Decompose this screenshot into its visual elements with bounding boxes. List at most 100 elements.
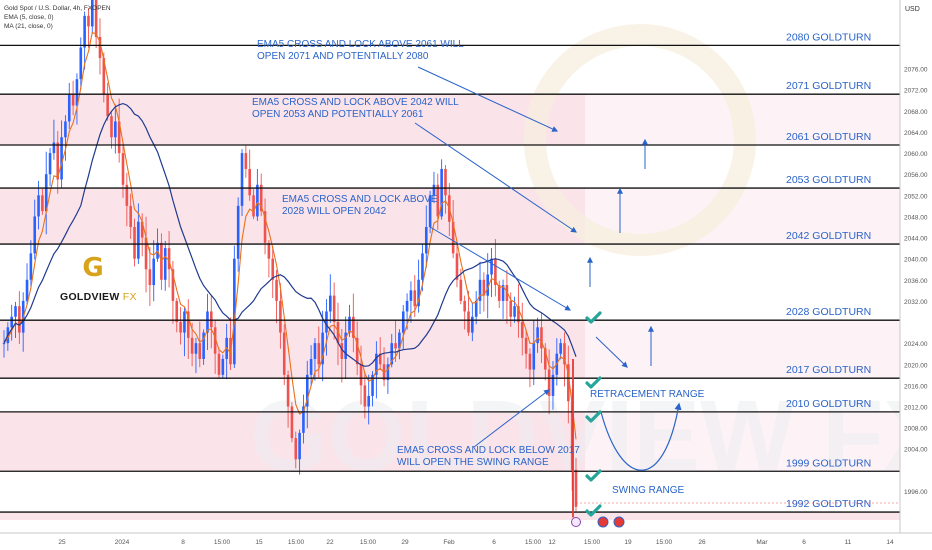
candle-body xyxy=(186,311,190,338)
candle-body xyxy=(248,168,251,196)
price-axis[interactable] xyxy=(900,0,932,550)
x-tick-label: 15:00 xyxy=(656,539,673,546)
level-label: 2061 GOLDTURN xyxy=(786,131,871,143)
candle-body xyxy=(18,306,21,333)
candle-body xyxy=(190,337,194,354)
check-icon xyxy=(585,469,602,482)
candle-body xyxy=(64,121,67,138)
x-tick-label: 6 xyxy=(492,539,496,546)
zone-band-extension xyxy=(585,411,900,472)
x-tick-label: 25 xyxy=(58,539,66,546)
candle-body xyxy=(321,332,324,365)
candle-body xyxy=(144,237,148,270)
candle-body xyxy=(329,295,332,312)
candle-body xyxy=(102,58,106,96)
candle-body xyxy=(129,205,132,228)
candle-body xyxy=(405,300,409,312)
annotation-text: OPEN 2071 AND POTENTIALLY 2080 xyxy=(257,51,429,62)
x-tick-label: 15:00 xyxy=(584,539,601,546)
candle-body xyxy=(282,332,286,375)
candle-body xyxy=(520,322,524,338)
candle-body xyxy=(152,258,156,286)
candle-body xyxy=(424,227,428,254)
candle-body xyxy=(367,395,370,407)
candle-body xyxy=(236,205,240,259)
goldview-g-logo-icon: G xyxy=(82,253,104,283)
y-tick-label: 2004.00 xyxy=(904,447,928,454)
candle-body xyxy=(275,279,278,301)
annotation-text: 2028 WILL OPEN 2042 xyxy=(282,206,387,217)
candle-body xyxy=(163,248,167,280)
candle-body xyxy=(371,374,374,396)
candle-body xyxy=(217,353,221,375)
level-label: 2071 GOLDTURN xyxy=(786,80,871,92)
level-label: 2010 GOLDTURN xyxy=(786,398,871,410)
candle-body xyxy=(302,406,305,433)
candle-body xyxy=(67,95,71,122)
y-tick-label: 2012.00 xyxy=(904,404,928,411)
annotation-text: EMA5 CROSS AND LOCK ABOVE 2042 WILL xyxy=(252,97,459,108)
level-label: 1992 GOLDTURN xyxy=(786,498,871,510)
x-tick-label: 26 xyxy=(698,539,706,546)
candle-body xyxy=(263,211,267,243)
lightning-event-icon[interactable] xyxy=(571,517,581,527)
legend-symbol[interactable]: Gold Spot / U.S. Dollar, 4h, FXOPEN xyxy=(4,5,111,12)
candle-body xyxy=(121,153,125,185)
legend-ma[interactable]: MA (21, close, 0) xyxy=(4,23,53,30)
swing-range-curve xyxy=(600,402,682,471)
annotation-arrow xyxy=(414,122,577,233)
annotation-arrow xyxy=(417,66,559,132)
y-tick-label: 2020.00 xyxy=(904,362,928,369)
annotation-text: EMA5 CROSS AND LOCK ABOVE xyxy=(282,194,438,205)
zone-band xyxy=(0,188,585,245)
time-axis[interactable] xyxy=(0,533,932,550)
candle-body xyxy=(486,274,490,296)
x-tick-label: 6 xyxy=(802,539,806,546)
candle-body xyxy=(517,306,520,323)
candle-body xyxy=(294,438,298,460)
candle-body xyxy=(83,15,86,48)
y-tick-label: 2064.00 xyxy=(904,130,928,137)
y-tick-label: 2008.00 xyxy=(904,426,928,433)
candle-body xyxy=(259,184,263,212)
y-tick-label: 2024.00 xyxy=(904,341,928,348)
candle-body xyxy=(386,364,390,381)
x-tick-label: 15:00 xyxy=(214,539,231,546)
candle-body xyxy=(14,306,17,317)
candle-body xyxy=(513,306,516,317)
candle-body xyxy=(171,269,175,301)
candle-body xyxy=(463,300,466,312)
axis-currency-label[interactable]: USD xyxy=(905,6,920,13)
candle-body xyxy=(56,142,60,180)
candle-body xyxy=(394,343,397,349)
x-tick-label: 8 xyxy=(181,539,185,546)
candle-body xyxy=(536,327,539,344)
candle-body xyxy=(528,353,532,370)
check-icon xyxy=(585,410,602,423)
candle-body xyxy=(505,285,509,301)
candle-body xyxy=(175,300,179,323)
candle-body xyxy=(233,258,236,365)
candle-body xyxy=(48,153,52,175)
x-tick-label: 15:00 xyxy=(525,539,542,546)
candle-body xyxy=(286,374,290,407)
candle-body xyxy=(90,0,94,27)
legend-ema[interactable]: EMA (5, close, 0) xyxy=(4,14,54,21)
annotation-arrow xyxy=(429,226,572,311)
candle-body xyxy=(375,353,378,375)
candle-body xyxy=(71,95,75,106)
candle-body xyxy=(336,322,340,344)
us-flag-event-icon[interactable] xyxy=(597,516,609,528)
y-tick-label: 1996.00 xyxy=(904,489,928,496)
candle-body xyxy=(29,253,33,280)
zone-band xyxy=(0,94,585,145)
y-tick-label: 2060.00 xyxy=(904,151,928,158)
candle-body xyxy=(417,279,420,307)
annotation-arrow xyxy=(595,336,628,368)
us-flag-event-icon[interactable] xyxy=(613,516,625,528)
candle-body xyxy=(60,137,63,180)
candle-body xyxy=(309,358,313,375)
candle-body xyxy=(2,343,6,345)
x-tick-label: 14 xyxy=(886,539,894,546)
